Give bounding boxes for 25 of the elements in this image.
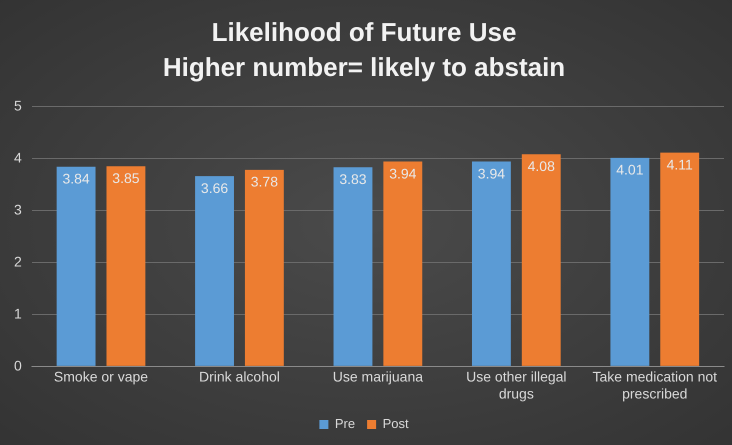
data-label: 3.84: [62, 170, 90, 187]
data-label: 3.66: [200, 180, 228, 196]
data-label: 4.08: [528, 158, 556, 174]
x-tick-label: Drink alcohol: [198, 368, 280, 385]
x-tick-label: Use other illegal drugs: [466, 368, 567, 402]
y-tick-label: 5: [14, 97, 22, 114]
data-label: 3.78: [250, 174, 278, 190]
chart-subtitle: Higher number= likely to abstain: [162, 52, 566, 82]
data-label: 3.94: [478, 165, 506, 182]
x-tick-label: Take medication not prescribed: [592, 368, 718, 402]
chart-title: Likelihood of Future Use: [212, 16, 516, 47]
y-tick-label: 0: [14, 357, 22, 374]
y-tick-label: 3: [14, 201, 22, 218]
y-tick-label: 2: [14, 253, 22, 270]
data-label: 3.94: [389, 165, 417, 182]
data-label: 3.83: [339, 171, 367, 188]
data-label: 3.85: [112, 170, 140, 186]
y-tick-label: 4: [14, 149, 22, 166]
data-label: 4.01: [616, 162, 644, 178]
x-tick-label: Use marijuana: [332, 368, 424, 385]
x-tick-label: Smoke or vape: [54, 368, 148, 385]
legend-label: Post: [382, 416, 410, 432]
data-label: 4.11: [666, 156, 694, 173]
legend-label: Pre: [334, 416, 356, 432]
y-tick-label: 1: [14, 305, 22, 322]
